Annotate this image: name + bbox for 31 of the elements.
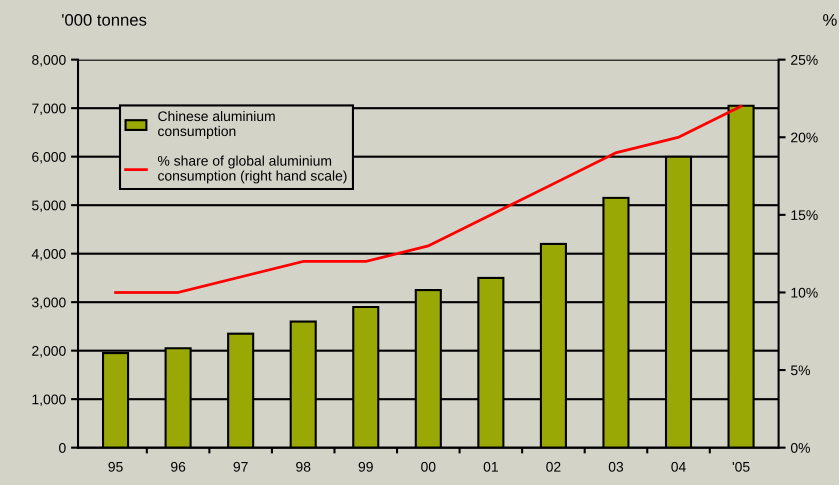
y-tick-label: 8,000 bbox=[32, 54, 66, 66]
y2-axis-title: % bbox=[823, 14, 837, 26]
x-tick-label: 95 bbox=[108, 462, 123, 472]
x-tick-label: 04 bbox=[671, 462, 686, 472]
y-tick-label: 3,000 bbox=[32, 297, 66, 309]
y-tick-label: 2,000 bbox=[32, 346, 66, 358]
y2-tick-label: 5% bbox=[790, 365, 810, 376]
y-tick-label: 4,000 bbox=[32, 248, 66, 260]
legend-label: % share of global aluminium consumption (right hand scale) bbox=[158, 156, 347, 184]
y2-tick-label: 25% bbox=[791, 54, 818, 65]
x-tick-label: 01 bbox=[484, 462, 498, 472]
y2-tick-label: 10% bbox=[791, 288, 818, 298]
line-series bbox=[114, 104, 742, 294]
x-tick-label: 02 bbox=[546, 462, 560, 472]
y2-tick-label: 0% bbox=[790, 442, 810, 453]
y2-tick-label: 20% bbox=[791, 132, 818, 142]
y-tick-label: 1,000 bbox=[32, 394, 66, 406]
x-tick-label: 03 bbox=[608, 462, 624, 472]
y-axis-title: '000 tonnes bbox=[62, 14, 146, 26]
x-tick-label: 98 bbox=[296, 462, 310, 472]
y-tick-label: 6,000 bbox=[32, 152, 66, 164]
x-tick-label: 99 bbox=[358, 462, 373, 472]
x-tick-label: 00 bbox=[421, 462, 436, 472]
x-tick-label: '05 bbox=[732, 462, 750, 472]
y-tick-label: 0 bbox=[59, 442, 66, 453]
y-tick-label: 7,000 bbox=[32, 103, 66, 115]
x-tick-label: 96 bbox=[171, 462, 186, 472]
y-tick-label: 5,000 bbox=[32, 200, 66, 212]
legend-label: Chinese aluminium consumption bbox=[158, 110, 275, 139]
y2-tick-label: 15% bbox=[791, 210, 818, 220]
x-tick-label: 97 bbox=[234, 462, 248, 472]
